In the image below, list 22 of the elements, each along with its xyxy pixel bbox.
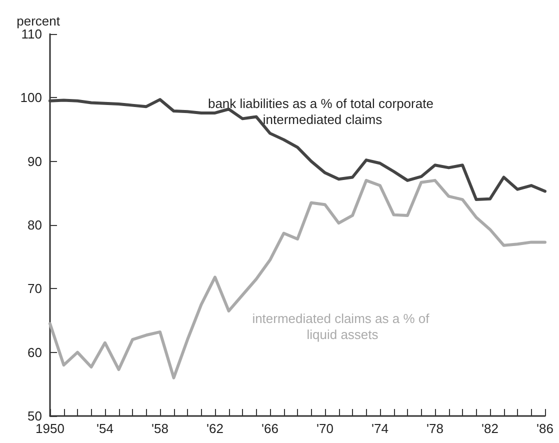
x-tick-label: '82: [482, 421, 498, 436]
y-tick-label: 100: [20, 90, 42, 106]
x-tick-label: '74: [372, 421, 388, 436]
series-label: bank liabilities as a % of total corporate intermediated claims: [208, 96, 438, 127]
series-label: intermediated claims as a % of liquid assets: [252, 310, 433, 342]
y-axis-title: percent: [16, 14, 60, 29]
x-tick-label: 1950: [36, 421, 64, 436]
x-tick-label: '70: [316, 421, 334, 436]
line-series: [48, 98, 546, 202]
y-tick-label: 90: [28, 154, 42, 169]
y-tick-label: 60: [28, 344, 42, 360]
y-tick-label: 70: [28, 281, 42, 296]
x-tick-label: '86: [536, 421, 554, 436]
y-tick-label: 80: [28, 218, 42, 232]
x-tick-label: '54: [96, 421, 114, 436]
x-tick-label: '78: [426, 421, 444, 436]
x-tick-label: '58: [152, 421, 168, 436]
x-tick-label: '66: [262, 421, 278, 436]
x-tick-label: '62: [206, 421, 224, 436]
y-tick-label: 50: [28, 408, 42, 424]
line-series: [48, 178, 546, 380]
y-tick-label: 110: [21, 26, 42, 42]
